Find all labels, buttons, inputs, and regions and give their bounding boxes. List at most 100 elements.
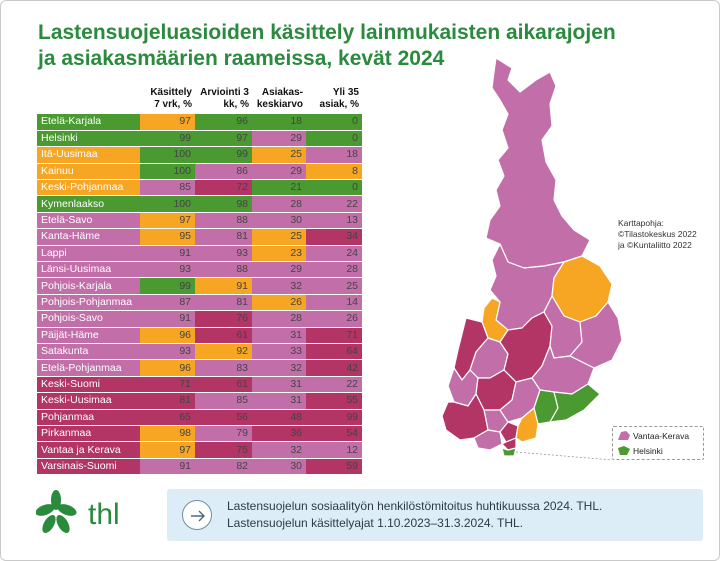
- table-row: Kanta-Häme 95 81 25 34: [37, 228, 362, 246]
- column-header-line: Arviointi 3: [200, 87, 249, 98]
- map-callout-line: [515, 451, 613, 461]
- region-name-cell: Etelä-Karjala: [37, 114, 140, 131]
- table-row: Pohjois-Karjala 99 91 32 25: [37, 277, 362, 295]
- map-source-note: Karttapohja: ©Tilastokeskus 2022 ja ©Kun…: [618, 218, 718, 251]
- value-cell: 42: [306, 359, 362, 377]
- value-cell: 96: [140, 327, 195, 344]
- value-cell: 0: [306, 114, 362, 131]
- value-cell: 97: [140, 212, 195, 230]
- region-name-cell: Lappi: [37, 245, 140, 263]
- value-cell: 91: [140, 458, 195, 476]
- value-cell: 29: [252, 163, 306, 181]
- value-cell: 18: [252, 114, 306, 131]
- column-header-line: kk, %: [223, 99, 249, 110]
- column-header-line: keskiarvo: [256, 99, 303, 110]
- table-row: Vantaa ja Kerava 97 75 32 12: [37, 441, 362, 459]
- arrow-right-icon[interactable]: [182, 500, 212, 530]
- value-cell: 81: [140, 392, 195, 410]
- column-header-kasittely: Käsittely 7 vrk, %: [140, 87, 195, 114]
- value-cell: 30: [252, 212, 306, 230]
- region-name-cell: Itä-Uusimaa: [37, 146, 140, 164]
- legend-helsinki: Helsinki: [633, 446, 663, 456]
- table-row: Päijät-Häme 96 61 31 71: [37, 327, 362, 344]
- table-row: Etelä-Karjala 97 96 18 0: [37, 114, 362, 131]
- value-cell: 65: [140, 409, 195, 426]
- value-cell: 71: [140, 376, 195, 394]
- table-row: Keski-Suomi 71 61 31 22: [37, 376, 362, 394]
- value-cell: 13: [306, 212, 362, 230]
- value-cell: 75: [195, 441, 252, 459]
- value-cell: 98: [140, 425, 195, 443]
- table-row: Keski-Pohjanmaa 85 72 21 0: [37, 179, 362, 197]
- value-cell: 26: [306, 310, 362, 328]
- column-header-yli35: Yli 35 asiak, %: [306, 87, 362, 114]
- region-name-cell: Päijät-Häme: [37, 327, 140, 344]
- table-row: Pohjois-Savo 91 76 28 26: [37, 310, 362, 328]
- column-header-line: Asiakas-: [261, 87, 303, 98]
- value-cell: 32: [252, 441, 306, 459]
- value-cell: 14: [306, 294, 362, 312]
- value-cell: 25: [306, 277, 362, 295]
- value-cell: 100: [140, 195, 195, 213]
- page-title: Lastensuojeluasioiden käsittely lainmuka…: [38, 20, 698, 72]
- region-name-cell: Pohjois-Savo: [37, 310, 140, 328]
- value-cell: 100: [140, 163, 195, 181]
- table-row: Keski-Uusimaa 81 85 31 55: [37, 392, 362, 410]
- map-region-vantaa-kerava: [501, 437, 517, 451]
- value-cell: 21: [252, 179, 306, 197]
- value-cell: 33: [252, 343, 306, 361]
- table-row: Lappi 91 93 23 24: [37, 245, 362, 263]
- finland-map-svg: [441, 57, 623, 461]
- value-cell: 88: [195, 261, 252, 279]
- table-row: Satakunta 93 92 33 64: [37, 343, 362, 361]
- region-name-cell: Keski-Pohjanmaa: [37, 179, 140, 197]
- table-row: Itä-Uusimaa 100 99 25 18: [37, 146, 362, 164]
- value-cell: 59: [306, 458, 362, 476]
- helsinki-swatch: [618, 446, 630, 455]
- value-cell: 79: [195, 425, 252, 443]
- table-body: Etelä-Karjala 97 96 18 0 Helsinki 99 97 29 0 Itä-U…: [37, 114, 362, 476]
- table-row: Pohjois-Pohjanmaa 87 81 26 14: [37, 294, 362, 312]
- value-cell: 83: [195, 359, 252, 377]
- value-cell: 29: [252, 130, 306, 148]
- region-name-cell: Etelä-Savo: [37, 212, 140, 230]
- vantaa-kerava-swatch: [618, 431, 630, 440]
- value-cell: 22: [306, 195, 362, 213]
- value-cell: 25: [252, 146, 306, 164]
- thl-logo: thl: [35, 488, 156, 538]
- value-cell: 97: [195, 130, 252, 148]
- region-name-cell: Pohjois-Karjala: [37, 277, 140, 295]
- value-cell: 24: [306, 245, 362, 263]
- value-cell: 92: [195, 343, 252, 361]
- column-header-line: Yli 35: [332, 87, 359, 98]
- value-cell: 30: [252, 458, 306, 476]
- value-cell: 48: [252, 409, 306, 426]
- value-cell: 61: [195, 327, 252, 344]
- table-row: Varsinais-Suomi 91 82 30 59: [37, 458, 362, 476]
- thl-logo-svg: thl: [35, 490, 120, 534]
- column-header-line: Käsittely: [150, 87, 192, 98]
- value-cell: 26: [252, 294, 306, 312]
- value-cell: 29: [252, 261, 306, 279]
- value-cell: 91: [140, 310, 195, 328]
- map-region-helsinki: [501, 447, 517, 457]
- value-cell: 0: [306, 179, 362, 197]
- value-cell: 32: [252, 277, 306, 295]
- value-cell: 34: [306, 228, 362, 246]
- value-cell: 55: [306, 392, 362, 410]
- value-cell: 93: [195, 245, 252, 263]
- value-cell: 8: [306, 163, 362, 181]
- column-header-arviointi: Arviointi 3 kk, %: [195, 87, 252, 114]
- value-cell: 91: [195, 277, 252, 295]
- value-cell: 85: [140, 179, 195, 197]
- map-inset-legend: Vantaa-Kerava Helsinki: [612, 426, 704, 460]
- value-cell: 93: [140, 261, 195, 279]
- value-cell: 99: [140, 130, 195, 148]
- value-cell: 28: [306, 261, 362, 279]
- title-line-1: Lastensuojeluasioiden käsittely lainmuka…: [38, 21, 616, 44]
- value-cell: 72: [195, 179, 252, 197]
- value-cell: 96: [140, 359, 195, 377]
- source-line-2: Lastensuojelun käsittelyajat 1.10.2023–3…: [227, 516, 523, 530]
- map-note-line: Karttapohja:: [618, 218, 664, 228]
- value-cell: 91: [140, 245, 195, 263]
